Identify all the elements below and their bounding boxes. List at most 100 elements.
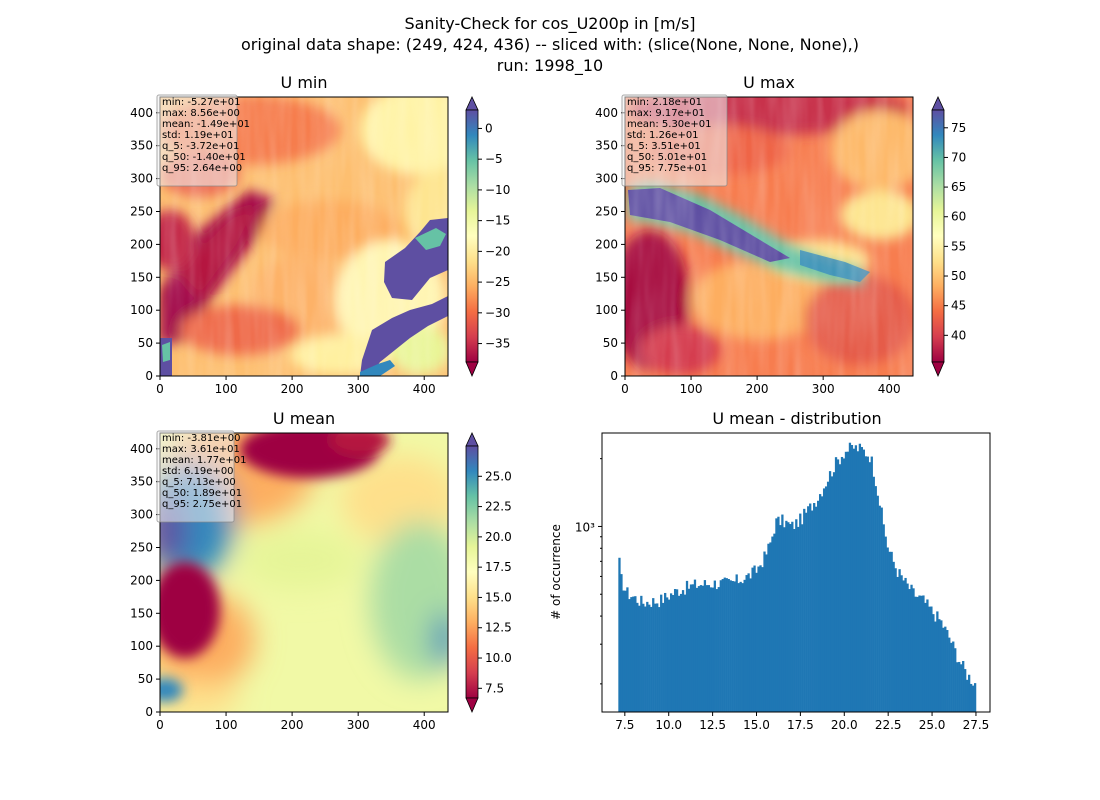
histogram-bar (656, 603, 659, 712)
histogram-bar (783, 527, 786, 712)
histogram-x-tick-label: 25.0 (919, 718, 946, 732)
umin-colorbar-tick-label: −15 (485, 214, 510, 228)
histogram-bar (973, 683, 977, 712)
histogram-bar (894, 568, 897, 712)
histogram-bar (701, 585, 705, 712)
histogram-bar (805, 512, 808, 712)
histogram-bar (840, 456, 844, 712)
histogram-x-axis: 7.5 10.0 12.5 15.0 17.5 20.0 22.5 25.0 27.5 (615, 712, 989, 732)
histogram-bar (799, 513, 802, 712)
histogram-bar (646, 601, 649, 712)
histogram-bar (864, 456, 867, 712)
histogram-bar (739, 581, 742, 712)
umax-colorbar: 40 45 50 55 60 65 70 75 (931, 96, 966, 378)
umax-stat-q95: q_95: 7.75e+01 (627, 163, 707, 174)
umean-panel: U mean 0 100 200 300 400 0 50 100 150 200 250 300 3… (130, 409, 512, 732)
histogram-bar (719, 580, 722, 712)
histogram-bar (846, 451, 850, 712)
histogram-bar (654, 603, 657, 712)
histogram-bar (667, 599, 671, 712)
histogram-bar (914, 596, 917, 712)
histogram-bar (727, 579, 730, 712)
umax-y-tick-label: 400 (595, 106, 618, 120)
histogram-bar (743, 579, 746, 712)
histogram-bar (854, 445, 858, 712)
umin-y-tick-label: 150 (130, 270, 153, 284)
histogram-bar (771, 536, 774, 712)
histogram-bar (697, 586, 701, 712)
histogram-title: U mean - distribution (712, 409, 881, 428)
umax-axes-frame (624, 96, 914, 377)
histogram-bar (934, 621, 937, 712)
umax-y-tick-label: 250 (595, 204, 618, 218)
umax-panel: U max 0 100 200 300 400 0 50 100 150 200 250 300 35… (595, 73, 966, 396)
histogram-bar (813, 503, 816, 712)
figure-title-line-1: Sanity-Check for cos_U200p in [m/s] (404, 14, 696, 33)
histogram-bar (675, 589, 679, 712)
histogram-x-tick-label: 22.5 (875, 718, 902, 732)
histogram-bar (671, 595, 675, 712)
histogram-bar (707, 585, 711, 712)
histogram-bar (958, 661, 961, 712)
histogram-bar (815, 506, 818, 712)
umin-x-tick-label: 200 (281, 382, 304, 396)
umax-colorbar-tick-label: 60 (951, 210, 966, 224)
histogram-bar (868, 462, 871, 712)
umean-colorbar-tick-label: 20.0 (485, 530, 512, 544)
histogram-bar (765, 554, 768, 712)
histogram-bar (932, 614, 935, 712)
umax-x-axis: 0 100 200 300 400 (621, 376, 901, 396)
histogram-bar (834, 457, 838, 712)
histogram-x-tick-label: 17.5 (787, 718, 814, 732)
umean-colorbar: 7.5 10.0 12.5 15.0 17.5 20.0 22.5 25.0 (465, 432, 512, 714)
histogram-bar (721, 579, 724, 712)
histogram-bar (789, 524, 792, 712)
umean-colorbar-tick-label: 22.5 (485, 500, 512, 514)
umean-y-tick-label: 250 (130, 540, 153, 554)
histogram-bar (763, 551, 766, 712)
histogram-x-tick-label: 10.0 (655, 718, 682, 732)
umax-y-axis: 0 50 100 150 200 250 300 350 400 (595, 106, 625, 383)
umean-y-tick-label: 350 (130, 475, 153, 489)
histogram-bar (962, 660, 965, 712)
histogram-bar (781, 514, 784, 712)
histogram-y-axis: 10³ (575, 458, 602, 685)
histogram-bar (878, 505, 881, 712)
histogram-bar (713, 580, 716, 712)
histogram-bar (811, 510, 814, 712)
umax-y-tick-label: 200 (595, 237, 618, 251)
umin-y-tick-label: 0 (145, 369, 153, 383)
umax-colorbar-tick-label: 65 (951, 180, 966, 194)
histogram-bar (817, 500, 820, 712)
histogram-x-tick-label: 20.0 (831, 718, 858, 732)
umin-stat-min: min: -5.27e+01 (162, 97, 241, 108)
histogram-bar (874, 486, 877, 712)
umax-title: U max (743, 73, 795, 92)
histogram-bar (669, 593, 673, 712)
histogram-bar (683, 594, 687, 712)
histogram-bar (824, 486, 828, 712)
umin-x-tick-label: 300 (347, 382, 370, 396)
histogram-bar (888, 551, 891, 712)
histogram-bar (705, 585, 709, 712)
histogram-bar (968, 674, 971, 712)
umax-stat-q50: q_50: 5.01e+01 (627, 152, 707, 163)
umean-y-axis: 0 50 100 150 200 250 300 350 400 (130, 442, 160, 719)
umean-y-tick-label: 400 (130, 442, 153, 456)
histogram-bar (791, 521, 794, 712)
histogram-bar (679, 593, 683, 712)
histogram-bar (902, 580, 905, 712)
histogram-panel: U mean - distribution 7.5 10.0 12.5 15.0 17.… (549, 409, 991, 732)
histogram-bar (795, 519, 798, 712)
histogram-bar (809, 503, 812, 712)
umin-y-tick-label: 250 (130, 204, 153, 218)
histogram-bar (630, 597, 633, 712)
histogram-bar (687, 588, 691, 712)
histogram-bar (741, 583, 744, 712)
histogram-bar (775, 518, 778, 712)
umean-stat-mean: mean: 1.77e+01 (162, 455, 246, 466)
histogram-bar (715, 589, 718, 712)
histogram-bar (866, 456, 869, 712)
umean-stat-std: std: 6.19e+00 (162, 466, 234, 477)
umin-axes-frame (159, 96, 449, 377)
